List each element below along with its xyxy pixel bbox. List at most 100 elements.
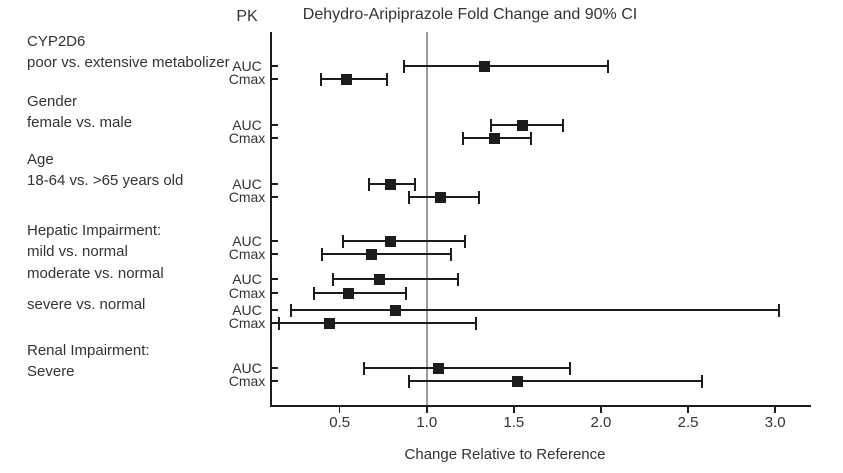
point-estimate-marker [384,235,396,247]
pk-row-label: Cmax [228,315,266,331]
y-axis-row-tick [270,278,278,280]
y-axis-row-tick [270,137,278,139]
error-bar-line [290,309,779,311]
error-bar-cap-high [701,374,703,388]
point-estimate-marker [517,119,529,131]
group-label: moderate vs. normal [27,263,257,284]
error-bar-line [364,367,570,369]
group-label-line: Renal Impairment: [27,342,150,359]
error-bar-cap-low [342,234,345,248]
pk-row-label: Cmax [228,189,266,205]
error-bar-cap-low [331,272,334,286]
x-axis-tick-label: 0.5 [329,414,351,431]
error-bar-cap-low [363,361,366,375]
y-axis-row-tick [270,240,278,242]
group-label-line: 18-64 vs. >65 years old [27,172,184,189]
error-bar-cap-low [462,131,465,145]
point-estimate-marker [389,304,401,316]
group-label: Hepatic Impairment: mild vs. normal [27,220,257,262]
x-axis-tick-label: 2.0 [590,414,612,431]
group-label-line: poor vs. extensive metabolizer [27,54,230,71]
error-bar-cap-low [408,190,411,204]
x-axis-label: Change Relative to Reference [404,446,606,463]
group-label-line: female vs. male [27,114,133,131]
error-bar-cap-high [464,234,467,248]
point-estimate-marker [511,375,523,387]
group-label: severe vs. normal [27,294,257,315]
x-axis-tick-label: 3.0 [764,414,786,431]
y-axis-row-tick [270,183,278,185]
error-bar-cap-high [385,72,388,86]
point-estimate-marker [489,132,501,144]
pk-row-label: AUC [232,360,262,376]
error-bar-cap-high [457,272,460,286]
error-bar-line [404,65,608,67]
error-bar-cap-low [319,72,322,86]
pk-row-label: AUC [232,302,262,318]
pk-row-label: Cmax [228,285,266,301]
error-bar-line [320,78,387,80]
point-estimate-marker [433,362,445,374]
pk-row-label: Cmax [228,130,266,146]
group-label-line: Age [27,151,54,168]
point-estimate-marker [435,191,447,203]
group-label-line: severe vs. normal [27,296,146,313]
y-axis-row-tick [270,292,278,294]
group-label-line: Severe [27,363,75,380]
group-label: CYP2D6 poor vs. extensive metabolizer [27,31,257,73]
pk-row-label: Cmax [228,71,266,87]
group-label-line: mild vs. normal [27,243,128,260]
point-estimate-marker [478,60,490,72]
x-axis-tick [600,407,602,413]
x-axis-tick [513,407,515,413]
y-axis-row-tick [270,367,278,369]
error-bar-cap-low [403,59,406,73]
error-bar-line [343,240,466,242]
error-bar-cap-low [321,247,324,261]
error-bar-cap-low [490,118,493,132]
error-bar-cap-high [478,190,481,204]
x-axis-tick [426,407,428,413]
error-bar-cap-low [312,286,315,300]
x-axis-tick [687,407,689,413]
pk-row-label: Cmax [228,373,266,389]
y-axis-row-tick [270,78,278,80]
pk-row-label: AUC [232,117,262,133]
y-axis-row-tick [270,196,278,198]
chart-title: Dehydro-Aripiprazole Fold Change and 90%… [302,6,638,23]
group-label: Renal Impairment: Severe [27,340,257,382]
error-bar-cap-high [474,316,477,330]
x-axis-tick-label: 1.0 [416,414,438,431]
error-bar-cap-low [368,177,371,191]
pk-row-label: AUC [232,176,262,192]
pk-row-label: AUC [232,233,262,249]
pk-row-label: AUC [232,58,262,74]
error-bar-cap-high [530,131,533,145]
error-bar-cap-low [277,316,280,330]
y-axis-row-tick [270,253,278,255]
error-bar-line [322,253,452,255]
error-bar-cap-low [408,374,411,388]
y-axis-line [270,32,272,406]
x-axis-line [270,405,811,407]
error-bar-cap-high [777,303,780,317]
y-axis-row-tick [270,124,278,126]
group-label: Age 18-64 vs. >65 years old [27,149,257,191]
x-axis-tick [338,407,341,413]
group-label: Gender female vs. male [27,91,257,133]
group-label-line: Hepatic Impairment: [27,222,162,239]
error-bar-cap-high [606,59,609,73]
pk-column-header: PK [236,8,258,25]
error-bar-line [278,322,476,324]
error-bar-line [332,278,459,280]
group-label-line: Gender [27,93,78,110]
point-estimate-marker [323,317,335,329]
point-estimate-marker [374,273,386,285]
point-estimate-marker [342,287,354,299]
y-axis-row-tick [270,380,278,382]
error-bar-cap-high [404,286,407,300]
group-label-line: CYP2D6 [27,33,86,50]
x-axis-tick [774,407,776,413]
error-bar-cap-high [450,247,453,261]
